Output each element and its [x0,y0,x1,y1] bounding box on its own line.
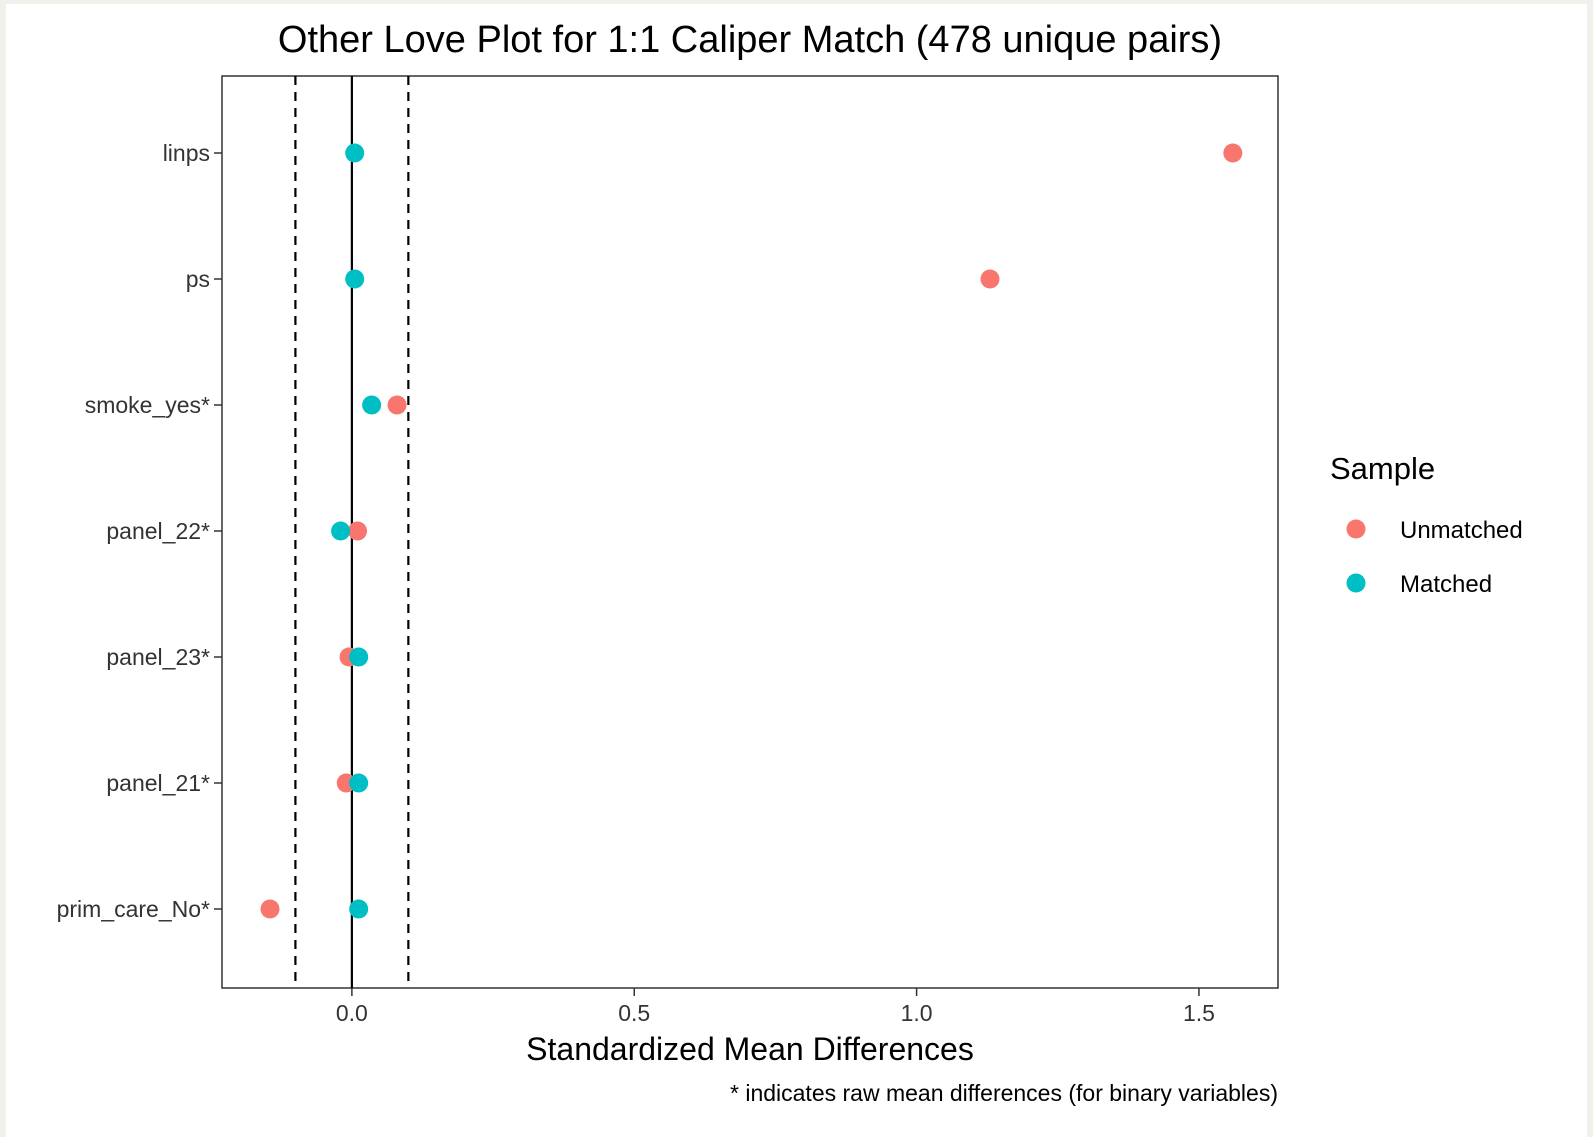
data-points [260,143,1243,919]
legend-title: Sample [1330,451,1435,486]
y-tick-label: linps [163,140,210,166]
unmatched-point [260,899,280,919]
matched-point [349,773,369,793]
love-plot-chart: Other Love Plot for 1:1 Caliper Match (4… [57,19,1523,1106]
caption: * indicates raw mean differences (for bi… [730,1080,1278,1106]
y-tick-label: panel_21* [106,770,210,796]
y-tick-label: smoke_yes* [85,392,210,418]
legend-matched-key [1346,573,1366,593]
legend: Sample Unmatched Matched [1330,451,1523,598]
chart-frame: Other Love Plot for 1:1 Caliper Match (4… [6,4,1587,1137]
x-tick-label: 1.0 [901,1000,933,1026]
unmatched-point [348,521,368,541]
legend-unmatched-key [1346,519,1366,539]
matched-point [345,143,365,163]
y-tick-label: panel_23* [106,644,210,670]
matched-point [349,647,369,667]
unmatched-point [387,395,407,415]
unmatched-point [980,269,1000,289]
y-axis: linps ps smoke_yes* panel_22* panel_23*panel… [57,140,222,922]
plot-panel [221,75,1279,989]
matched-point [345,269,365,289]
legend-matched-label: Matched [1400,571,1492,598]
y-tick-label: ps [186,266,210,292]
x-axis-title: Standardized Mean Differences [526,1031,974,1067]
x-tick-label: 1.5 [1183,1000,1215,1026]
y-tick-label: prim_care_No* [57,896,210,922]
chart-title: Other Love Plot for 1:1 Caliper Match (4… [278,19,1222,61]
y-tick-label: panel_22* [106,518,210,544]
matched-point [349,899,369,919]
x-tick-label: 0.0 [336,1000,368,1026]
matched-point [362,395,382,415]
x-axis: 0.0 0.5 1.0 1.5 [336,988,1215,1026]
x-tick-label: 0.5 [618,1000,650,1026]
unmatched-point [1223,143,1243,163]
legend-unmatched-label: Unmatched [1400,517,1523,544]
matched-point [331,521,351,541]
